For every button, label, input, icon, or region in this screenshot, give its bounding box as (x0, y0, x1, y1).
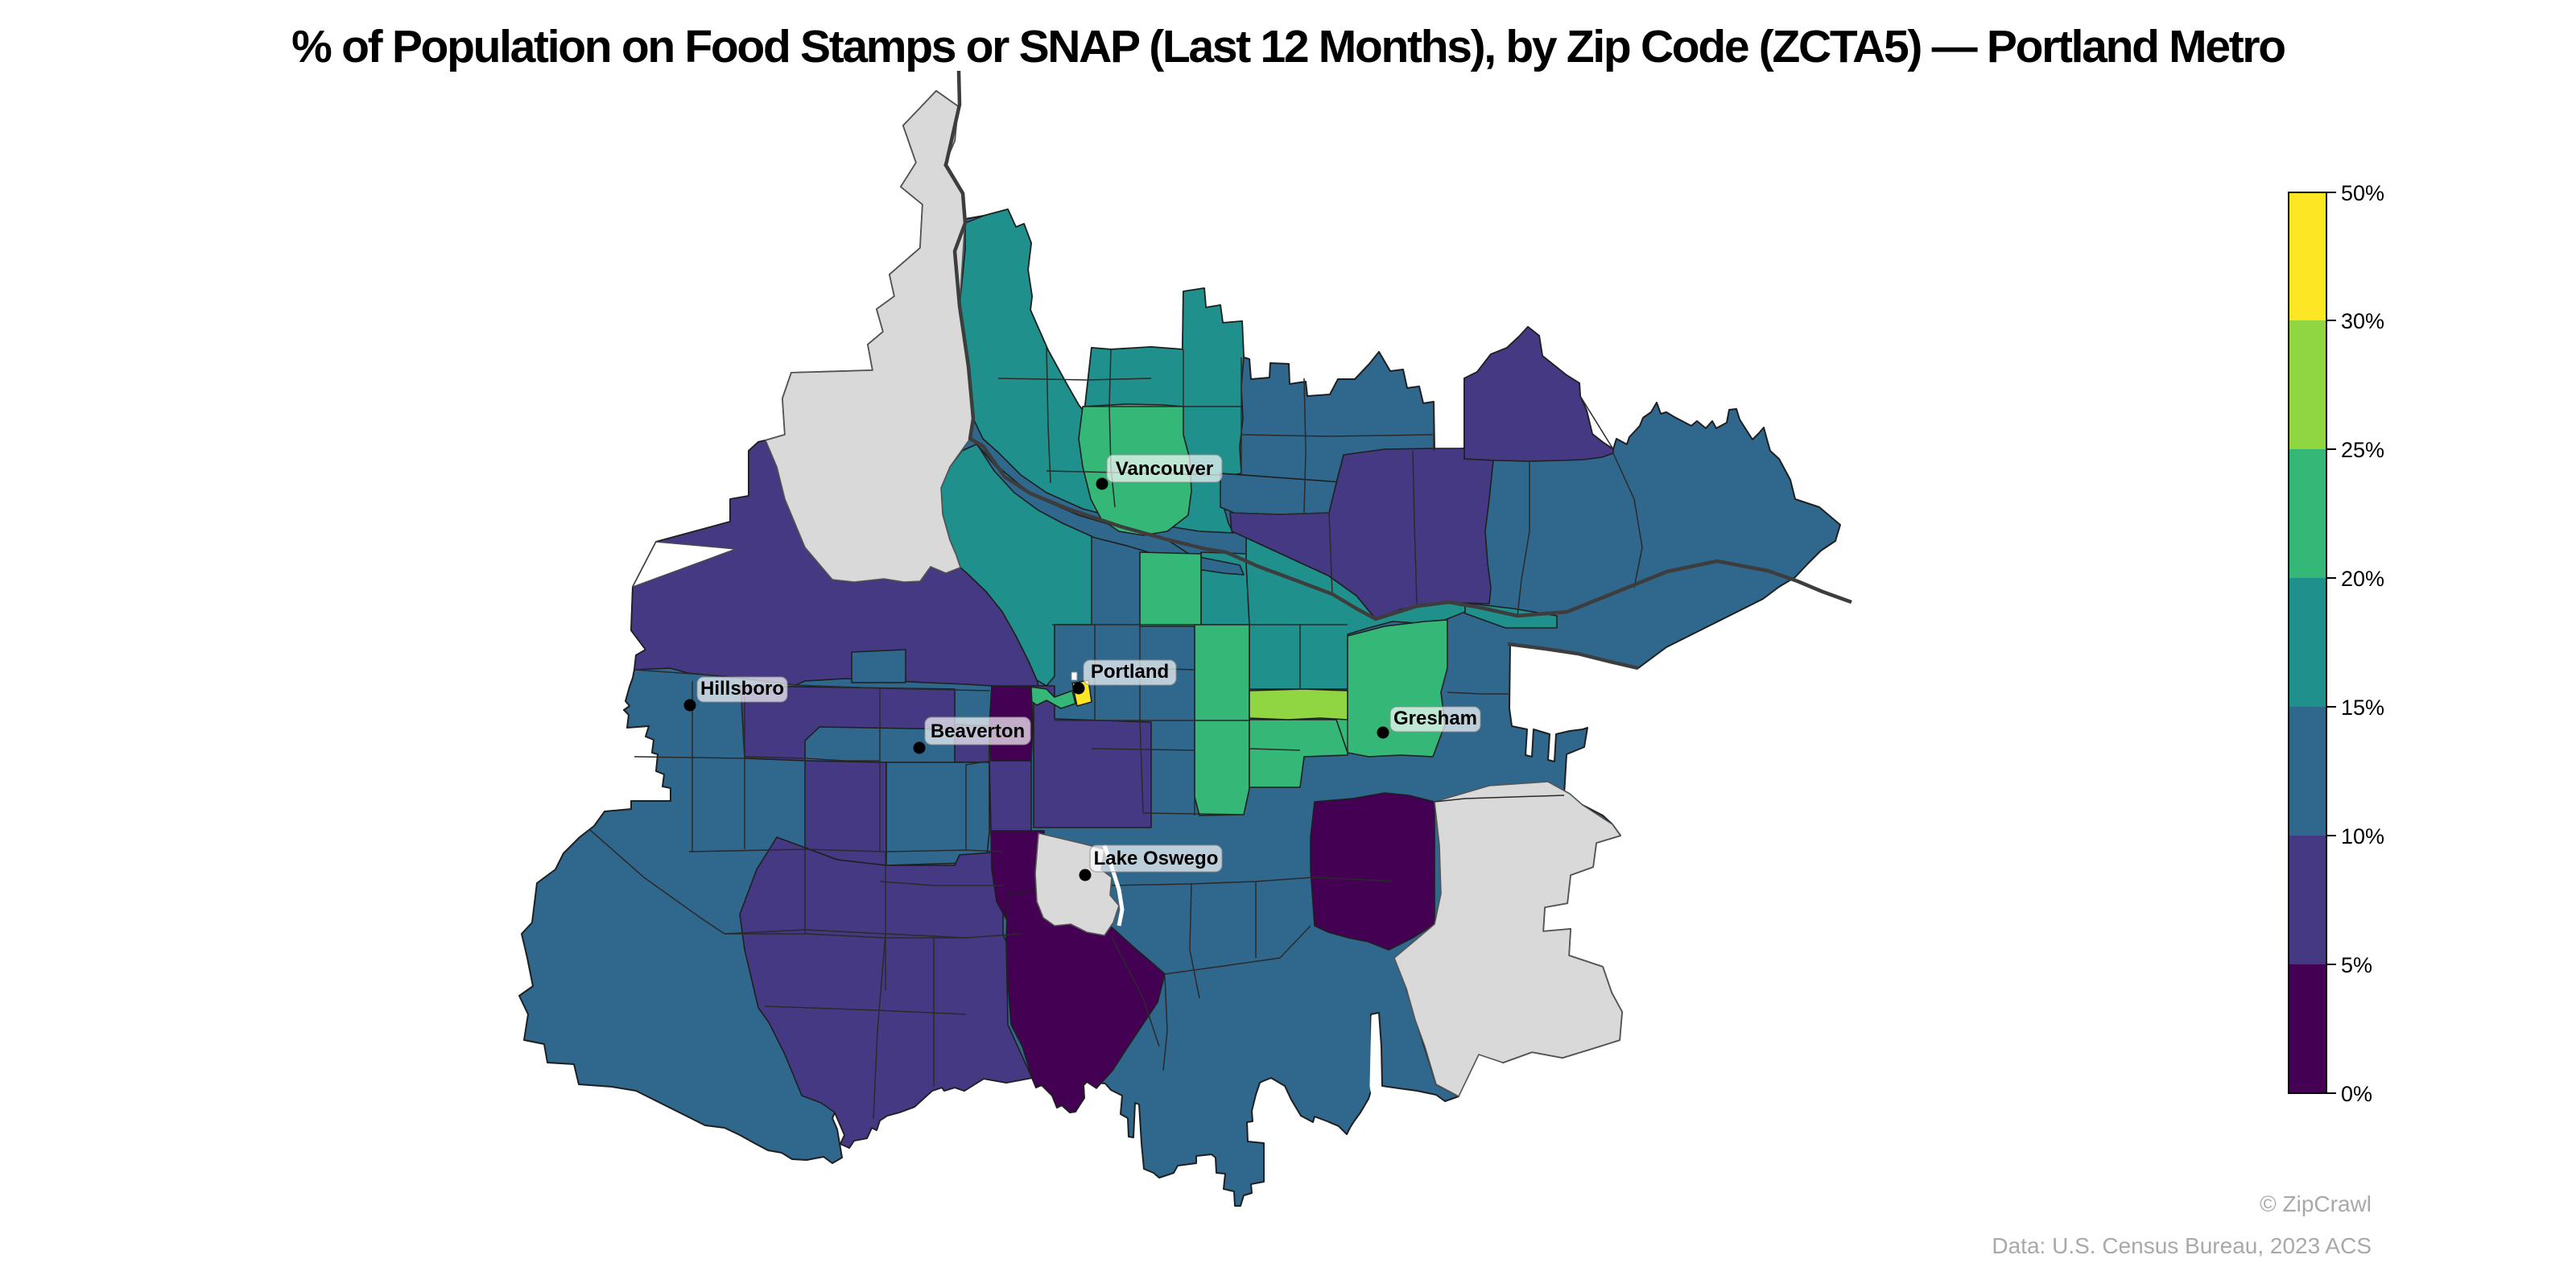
svg-text:10%: 10% (2341, 824, 2384, 848)
svg-text:50%: 50% (2341, 181, 2384, 205)
svg-text:Lake Oswego: Lake Oswego (1094, 848, 1219, 869)
svg-text:30%: 30% (2341, 309, 2384, 333)
svg-text:5%: 5% (2341, 953, 2372, 977)
svg-text:Hillsboro: Hillsboro (700, 678, 784, 700)
svg-text:Vancouver: Vancouver (1116, 458, 1213, 480)
svg-text:15%: 15% (2341, 696, 2384, 720)
svg-text:Beaverton: Beaverton (931, 720, 1025, 742)
svg-text:Portland: Portland (1091, 661, 1169, 683)
svg-text:25%: 25% (2341, 438, 2384, 462)
svg-text:20%: 20% (2341, 567, 2384, 591)
svg-text:Gresham: Gresham (1393, 708, 1477, 729)
svg-text:Data: U.S. Census Bureau, 2023: Data: U.S. Census Bureau, 2023 ACS (1992, 1233, 2372, 1258)
svg-text:0%: 0% (2341, 1082, 2372, 1106)
svg-text:© ZipCrawl: © ZipCrawl (2260, 1191, 2372, 1216)
